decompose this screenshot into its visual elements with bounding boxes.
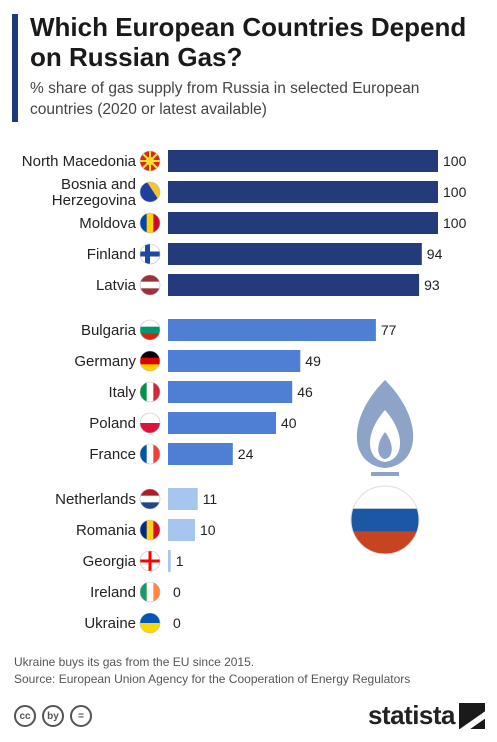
netherlands-flag-icon bbox=[139, 488, 161, 510]
bar bbox=[168, 150, 438, 172]
value-label: 10 bbox=[200, 522, 216, 538]
value-label: 93 bbox=[424, 277, 440, 293]
category-label: Germany bbox=[74, 353, 136, 370]
bar bbox=[168, 412, 276, 434]
category-label: Finland bbox=[87, 246, 136, 263]
footer-source: Source: European Union Agency for the Co… bbox=[14, 672, 411, 686]
ireland-flag-icon bbox=[139, 581, 161, 603]
moldova-flag-icon bbox=[139, 212, 161, 234]
bulgaria-flag-icon bbox=[139, 319, 161, 341]
brand-name: statista bbox=[367, 700, 456, 730]
bar bbox=[168, 381, 293, 403]
bar bbox=[168, 350, 301, 372]
category-label: North Macedonia bbox=[22, 153, 137, 170]
finland-flag-icon bbox=[139, 243, 161, 265]
bar bbox=[168, 274, 420, 296]
category-label: Georgia bbox=[83, 553, 137, 570]
category-label: Latvia bbox=[96, 277, 137, 294]
statista-mark-icon bbox=[459, 702, 485, 729]
russia-flag-icon bbox=[350, 485, 420, 555]
value-label: 40 bbox=[281, 415, 297, 431]
chart-subtitle: % share of gas supply from Russia in sel… bbox=[30, 80, 420, 118]
france-flag-icon bbox=[139, 443, 161, 465]
romania-flag-icon bbox=[139, 519, 161, 541]
category-label: Romania bbox=[76, 522, 137, 539]
bar bbox=[168, 443, 233, 465]
category-label: Moldova bbox=[79, 215, 136, 232]
category-label: France bbox=[89, 446, 136, 463]
bar bbox=[168, 488, 198, 510]
category-label: Netherlands bbox=[55, 491, 136, 508]
poland-flag-icon bbox=[139, 412, 161, 434]
value-label: 100 bbox=[443, 153, 467, 169]
category-label: Italy bbox=[108, 384, 136, 401]
value-label: 100 bbox=[443, 215, 467, 231]
no-derivatives-icon[interactable]: = bbox=[70, 705, 92, 727]
value-label: 11 bbox=[203, 491, 218, 507]
statista-logo[interactable]: statista bbox=[368, 700, 485, 731]
value-label: 94 bbox=[427, 246, 443, 262]
gas-flame-icon bbox=[356, 380, 414, 476]
bar bbox=[168, 212, 438, 234]
category-label: Poland bbox=[89, 415, 136, 432]
value-label: 49 bbox=[305, 353, 321, 369]
category-label: Ireland bbox=[90, 584, 136, 601]
north-macedonia-flag-icon bbox=[139, 150, 161, 172]
chart-footer: Ukraine buys its gas from the EU since 2… bbox=[14, 654, 484, 688]
value-label: 100 bbox=[443, 184, 467, 200]
italy-flag-icon bbox=[139, 381, 161, 403]
bosnia-flag-icon bbox=[139, 181, 161, 203]
accent-bar bbox=[12, 14, 18, 122]
footer-note: Ukraine buys its gas from the EU since 2… bbox=[14, 655, 255, 669]
germany-flag-icon bbox=[139, 350, 161, 372]
bar bbox=[168, 550, 171, 572]
latvia-flag-icon bbox=[139, 274, 161, 296]
attribution-icon[interactable]: by bbox=[42, 705, 64, 727]
cc-icon[interactable]: cc bbox=[14, 705, 36, 727]
category-label: Ukraine bbox=[84, 615, 136, 632]
value-label: 1 bbox=[176, 553, 184, 569]
value-label: 77 bbox=[381, 322, 397, 338]
category-label: Bosnia and Herzegovina bbox=[52, 176, 137, 209]
georgia-flag-icon bbox=[139, 550, 161, 572]
category-label: Bulgaria bbox=[81, 322, 137, 339]
chart-title: Which European Countries Depend on Russi… bbox=[30, 12, 467, 72]
value-label: 24 bbox=[238, 446, 254, 462]
bar bbox=[168, 519, 195, 541]
ukraine-flag-icon bbox=[139, 612, 161, 634]
bar bbox=[168, 181, 438, 203]
value-label: 0 bbox=[173, 615, 181, 631]
chart-header: Which European Countries Depend on Russi… bbox=[0, 0, 497, 130]
value-label: 0 bbox=[173, 584, 181, 600]
license-icons: cc by = bbox=[14, 705, 92, 727]
value-label: 46 bbox=[297, 384, 313, 400]
bar bbox=[168, 243, 422, 265]
bar bbox=[168, 319, 376, 341]
